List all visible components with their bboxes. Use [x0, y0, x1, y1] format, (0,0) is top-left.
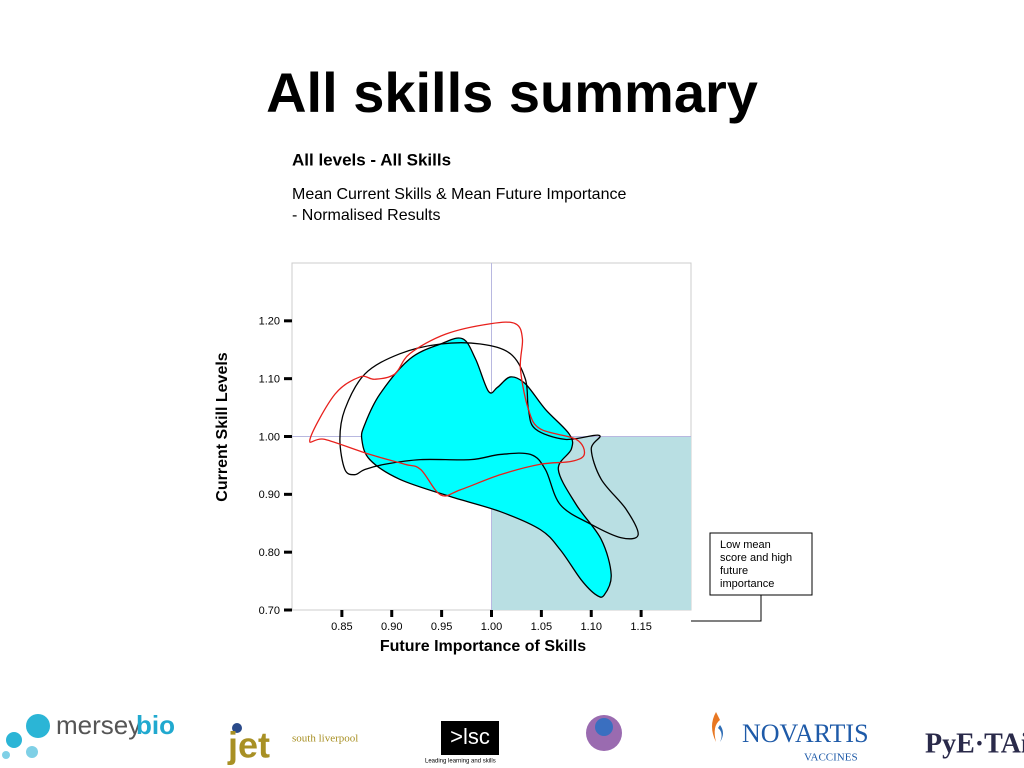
- x-tick-label: 0.85: [331, 621, 352, 633]
- annotation-text: future: [720, 565, 748, 577]
- logo-text: Leading learning and skills: [425, 759, 496, 765]
- chart-subtitle: - Normalised Results: [292, 207, 440, 224]
- contour: [309, 321, 586, 497]
- y-tick-label: 0.80: [259, 547, 280, 559]
- logo-text: mersey: [56, 710, 141, 740]
- x-tick-label: 0.90: [381, 621, 402, 633]
- y-tick-label: 0.90: [259, 489, 280, 501]
- x-tick-label: 1.05: [531, 621, 552, 633]
- annotation-callout: [691, 595, 762, 622]
- logo-text: >lsc: [450, 724, 490, 749]
- slide-title: All skills summary: [266, 61, 758, 124]
- logo-text: NOVARTIS: [742, 719, 869, 748]
- y-axis-label: Current Skill Levels: [214, 352, 231, 501]
- y-tick-label: 1.10: [259, 374, 280, 386]
- logo-text: south liverpool: [292, 733, 358, 745]
- logo-lsc: >lsc Leading learning and skills: [425, 721, 499, 765]
- x-tick-label: 1.10: [581, 621, 602, 633]
- x-tick-label: 0.95: [431, 621, 452, 633]
- annotation-text: score and high: [720, 552, 792, 564]
- logo-merseybio: mersey bio: [2, 710, 175, 759]
- y-tick-label: 1.00: [259, 431, 280, 443]
- contour: [339, 342, 639, 540]
- logo-text: VACCINES: [804, 752, 858, 764]
- logo-pyetait: PyE·TAiT: [925, 728, 1024, 759]
- plot: 0.85 0.90 0.95 1.00 1.05 1.10 1.15 0.70 0.80 0.90…: [259, 262, 692, 633]
- x-tick-label: 1.00: [481, 621, 502, 633]
- x-tick-label: 1.15: [630, 621, 651, 633]
- contour: [360, 337, 612, 598]
- logo-jet: jet south liverpool: [227, 723, 358, 766]
- logo-fund: [586, 715, 622, 751]
- annotation-text: Low mean: [720, 539, 771, 551]
- y-tick-label: 0.70: [259, 605, 280, 617]
- y-tick-label: 1.20: [259, 316, 280, 328]
- logo-novartis: NOVARTIS VACCINES: [712, 712, 869, 764]
- x-axis-label: Future Importance of Skills: [380, 638, 586, 655]
- logo-text: jet: [227, 725, 270, 766]
- annotation-text: importance: [720, 578, 774, 590]
- logo-text: bio: [136, 710, 175, 740]
- chart-title: All levels - All Skills: [292, 150, 451, 169]
- chart-subtitle: Mean Current Skills & Mean Future Import…: [292, 186, 626, 203]
